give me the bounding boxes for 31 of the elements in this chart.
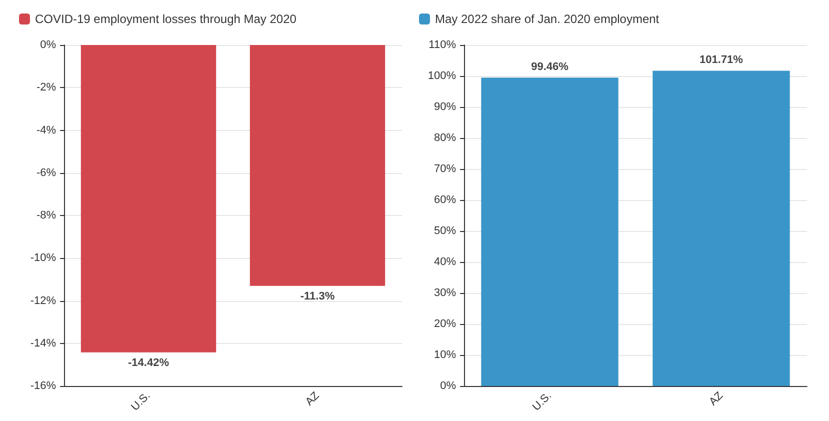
x-tick-label: U.S. <box>530 390 554 414</box>
y-tick-label: -10% <box>30 252 56 264</box>
y-tick-label: 10% <box>434 349 456 361</box>
y-tick-label: 60% <box>434 194 456 206</box>
y-tick-label: 100% <box>428 70 456 82</box>
data-label: 101.71% <box>700 54 744 66</box>
y-tick-label: -16% <box>30 380 56 392</box>
y-tick-label: 90% <box>434 101 456 113</box>
y-tick-label: 20% <box>434 318 456 330</box>
y-tick-label: 0% <box>440 380 456 392</box>
y-tick-label: 50% <box>434 225 456 237</box>
y-tick-label: -6% <box>36 166 56 179</box>
data-label: 99.46% <box>531 61 569 74</box>
data-label: -11.3% <box>300 290 335 302</box>
x-tick-label: AZ <box>707 390 726 408</box>
y-tick-label: -2% <box>36 82 56 94</box>
y-tick-label: 30% <box>434 287 456 299</box>
y-tick-label: -14% <box>30 337 56 350</box>
x-tick-label: AZ <box>303 390 322 408</box>
y-tick-label: 80% <box>434 132 456 144</box>
x-tick-label: U.S. <box>129 390 153 414</box>
y-tick-label: 110% <box>428 39 456 51</box>
y-tick-label: -12% <box>30 294 56 307</box>
legend-label: May 2022 share of Jan. 2020 employment <box>435 12 660 26</box>
y-tick-label: 70% <box>434 163 456 175</box>
y-tick-label: 0% <box>40 39 56 51</box>
legend-label: COVID-19 employment losses through May 2020 <box>35 12 297 26</box>
y-tick-label: -8% <box>36 210 56 222</box>
y-tick-label: 40% <box>434 256 456 268</box>
data-label: -14.42% <box>128 356 170 369</box>
y-tick-label: -4% <box>36 124 56 136</box>
